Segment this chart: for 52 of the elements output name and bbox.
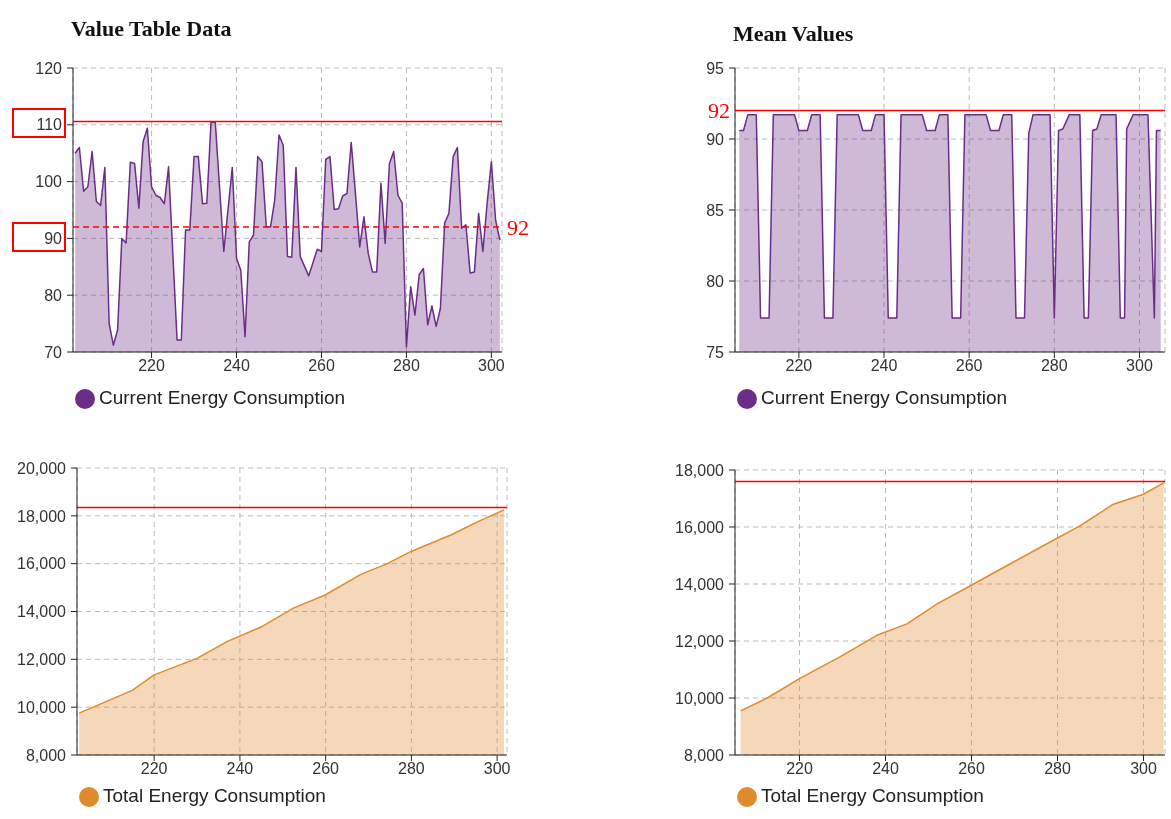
x-tick-label: 280: [398, 760, 425, 778]
y-tick-label: 12,000: [17, 651, 67, 669]
x-tick-label: 300: [1126, 357, 1153, 375]
y-tick-label: 18,000: [675, 461, 725, 479]
x-tick-label: 220: [140, 760, 168, 778]
y-tick-label: 16,000: [675, 518, 725, 536]
x-tick-label: 300: [483, 760, 511, 778]
ref-line-label: 92: [507, 214, 529, 240]
x-tick-label: 220: [785, 357, 813, 375]
legend-label: Total Energy Consumption: [761, 785, 984, 806]
y-tick-label: 20,000: [17, 459, 67, 477]
y-tick-label: 8,000: [25, 746, 67, 764]
x-tick-label: 260: [308, 357, 335, 375]
legend-label: Current Energy Consumption: [761, 387, 1008, 408]
x-tick-label: 300: [478, 357, 505, 375]
legend-label: Current Energy Consumption: [99, 387, 346, 408]
y-tick-label: 90: [706, 130, 725, 148]
x-tick-label: 280: [1040, 357, 1068, 375]
y-tick-label: 10,000: [17, 698, 67, 716]
y-tick-label: 18,000: [17, 507, 67, 525]
y-tick-label: 120: [35, 59, 63, 77]
y-tick-label: 14,000: [17, 603, 67, 621]
y-tick-label: 85: [706, 201, 725, 219]
x-tick-label: 300: [1130, 760, 1157, 778]
x-tick-label: 260: [955, 357, 983, 375]
y-tick-label: 110: [36, 116, 63, 134]
x-tick-label: 240: [872, 760, 899, 778]
x-tick-label: 220: [138, 357, 166, 375]
chart-title: Mean Values: [732, 20, 855, 48]
ref-line-label: 92: [708, 98, 730, 124]
y-tick-label: 75: [706, 343, 725, 361]
y-tick-label: 10,000: [675, 689, 725, 707]
x-tick-label: 240: [226, 760, 254, 778]
y-tick-label: 100: [35, 173, 63, 191]
x-tick-label: 260: [312, 760, 340, 778]
y-tick-label: 95: [706, 59, 725, 77]
y-tick-label: 8,000: [683, 746, 725, 764]
y-tick-label: 90: [44, 230, 63, 248]
y-tick-label: 12,000: [675, 632, 725, 650]
x-tick-label: 280: [1044, 760, 1071, 778]
x-tick-label: 260: [958, 760, 985, 778]
y-tick-label: 14,000: [675, 575, 725, 593]
x-tick-label: 280: [393, 357, 420, 375]
y-tick-label: 80: [706, 272, 725, 290]
x-tick-label: 240: [223, 357, 250, 375]
chart-title: Value Table Data: [70, 15, 233, 43]
legend-label: Total Energy Consumption: [103, 785, 326, 806]
y-tick-label: 16,000: [17, 555, 67, 573]
x-tick-label: 220: [786, 760, 813, 778]
y-tick-label: 80: [44, 286, 63, 304]
y-tick-label: 70: [44, 343, 63, 361]
x-tick-label: 240: [870, 357, 898, 375]
